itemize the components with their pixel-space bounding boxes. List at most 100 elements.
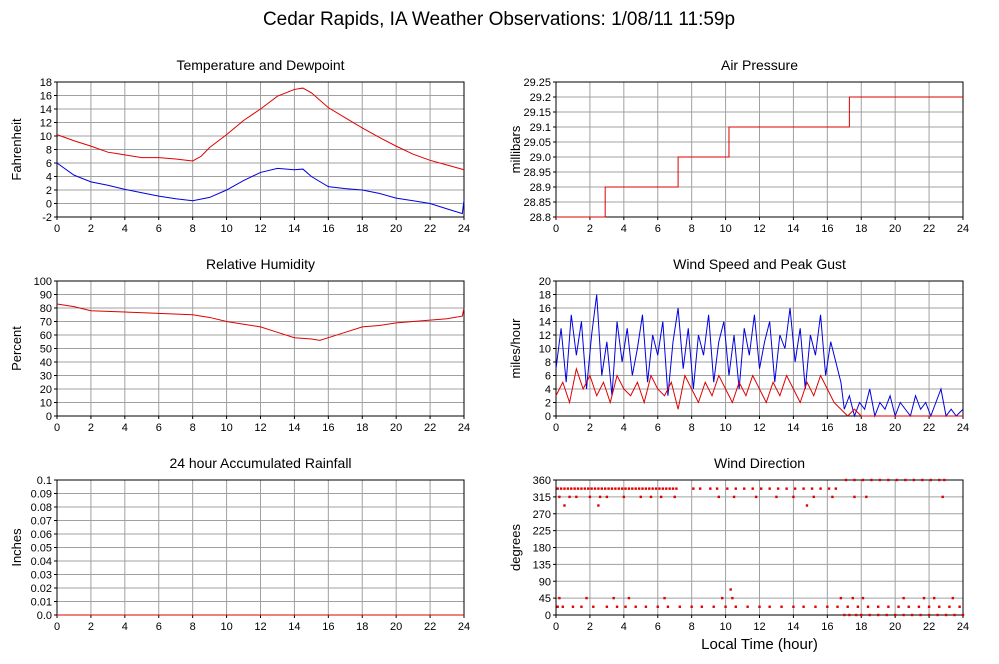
y-tick-label: 0.07: [31, 516, 52, 528]
x-tick-label: 2: [88, 621, 94, 633]
data-point: [644, 605, 648, 608]
data-point: [961, 613, 965, 617]
y-tick-label: 0.03: [31, 570, 52, 582]
x-tick-label: 0: [553, 621, 559, 633]
x-axis-label: Local Time (hour): [701, 636, 818, 653]
data-point: [776, 487, 780, 490]
data-point: [717, 495, 720, 499]
data-point: [792, 495, 795, 499]
data-point: [910, 613, 914, 617]
y-tick-label: 0.08: [31, 502, 52, 514]
x-tick-label: 24: [458, 621, 470, 633]
data-point: [661, 487, 665, 490]
chart-title: 24 hour Accumulated Rainfall: [169, 455, 351, 471]
data-point: [563, 487, 566, 490]
data-point: [922, 596, 926, 600]
x-tick-label: 8: [689, 621, 695, 633]
x-tick-label: 8: [190, 621, 196, 633]
chart-title: Temperature and Dewpoint: [176, 57, 344, 73]
data-point: [877, 613, 880, 617]
data-point: [856, 605, 860, 608]
data-point: [617, 487, 620, 490]
x-tick-label: 16: [322, 223, 334, 235]
data-point: [580, 605, 583, 608]
data-point: [929, 478, 932, 482]
x-tick-label: 18: [855, 223, 867, 235]
x-tick-label: 20: [889, 223, 901, 235]
x-tick-label: 22: [923, 223, 935, 235]
series-line-blue: [56, 162, 465, 215]
x-tick-label: 0: [553, 422, 559, 434]
x-tick-label: 8: [689, 223, 695, 235]
x-tick-label: 0: [54, 621, 60, 633]
y-tick-label: 0.0: [37, 610, 52, 622]
data-point: [846, 605, 849, 608]
x-tick-label: 18: [356, 422, 368, 434]
data-point: [556, 487, 559, 490]
x-tick-label: 18: [855, 422, 867, 434]
data-point: [566, 487, 570, 490]
x-tick-label: 24: [458, 422, 470, 434]
data-point: [673, 495, 676, 499]
data-point: [668, 487, 671, 490]
data-point: [751, 487, 754, 490]
data-point: [780, 605, 783, 608]
y-tick-label: 135: [533, 559, 551, 571]
y-axis-label: Percent: [9, 326, 24, 371]
data-point: [627, 596, 631, 600]
data-point: [614, 487, 617, 490]
x-tick-label: 14: [787, 223, 799, 235]
y-tick-label: 10: [40, 398, 52, 410]
data-point: [563, 504, 566, 507]
data-point: [712, 605, 715, 608]
series-line-red: [56, 87, 465, 171]
data-point: [698, 487, 702, 490]
x-tick-label: 22: [424, 223, 436, 235]
data-point: [927, 605, 931, 608]
y-tick-label: 10: [40, 131, 52, 143]
data-point: [715, 487, 719, 490]
x-tick-label: 8: [190, 223, 196, 235]
data-point: [848, 613, 851, 617]
data-point: [877, 605, 880, 608]
data-point: [878, 478, 882, 482]
x-tick-label: 4: [621, 621, 627, 633]
data-point: [831, 495, 834, 499]
data-point: [958, 605, 961, 608]
data-point: [792, 605, 795, 608]
x-tick-label: 16: [322, 422, 334, 434]
y-axis-label: degrees: [508, 524, 523, 571]
data-point: [810, 487, 814, 490]
data-point: [576, 487, 580, 490]
x-tick-label: 4: [122, 223, 128, 235]
y-tick-label: 45: [539, 593, 551, 605]
x-tick-label: 10: [220, 422, 232, 434]
y-tick-label: 14: [40, 104, 52, 116]
plot-frame: [56, 280, 465, 417]
y-tick-label: 225: [533, 526, 551, 538]
y-tick-label: 0: [545, 610, 551, 622]
x-tick-label: 2: [88, 223, 94, 235]
x-tick-label: 6: [655, 621, 661, 633]
data-point: [561, 605, 564, 608]
y-tick-label: 90: [40, 290, 52, 302]
x-tick-label: 0: [54, 223, 60, 235]
data-point: [570, 487, 573, 490]
data-point: [802, 605, 805, 608]
x-tick-label: 20: [889, 422, 901, 434]
data-point: [620, 487, 624, 490]
y-tick-label: 60: [40, 330, 52, 342]
y-tick-label: 270: [533, 509, 551, 521]
data-point: [556, 605, 559, 608]
data-point: [887, 605, 890, 608]
data-point: [819, 487, 822, 490]
x-tick-label: 24: [957, 422, 969, 434]
y-tick-label: -2: [42, 212, 52, 224]
data-point: [666, 605, 670, 608]
y-tick-label: 29.0: [530, 152, 551, 164]
x-tick-label: 16: [322, 621, 334, 633]
data-point: [844, 478, 848, 482]
y-axis-label: millibars: [508, 125, 523, 173]
